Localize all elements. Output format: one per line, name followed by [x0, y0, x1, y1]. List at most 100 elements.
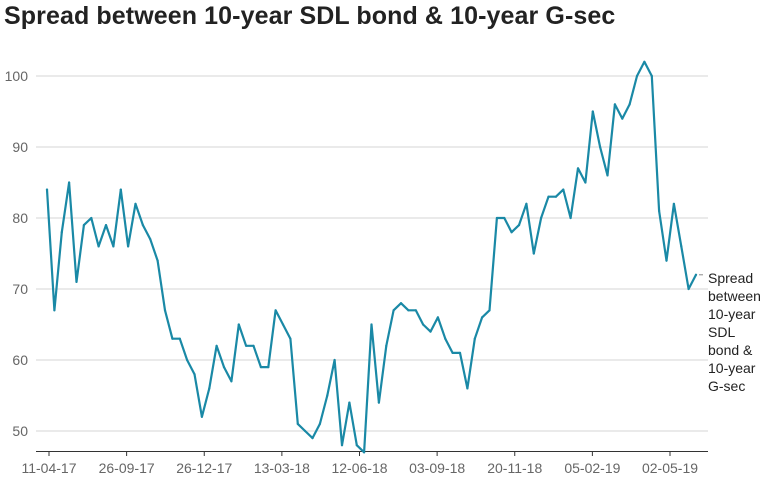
y-axis: 50 60 70 80 90 100 [5, 68, 29, 439]
data-point [318, 422, 321, 425]
x-tick-label: 26-12-17 [176, 460, 232, 476]
y-tick-label-80: 80 [12, 210, 28, 226]
series-label-line: 10-year [708, 306, 756, 322]
data-point [672, 202, 676, 205]
data-point [429, 330, 432, 333]
y-tick-label-70: 70 [12, 281, 28, 297]
data-point [635, 74, 639, 78]
x-tick-label: 05-02-19 [564, 460, 620, 476]
data-point [296, 422, 299, 425]
y-tick-label-90: 90 [12, 139, 28, 155]
data-point [53, 309, 56, 312]
data-point [208, 387, 211, 390]
data-point [348, 401, 351, 404]
data-point [385, 344, 388, 347]
series-label-line: between [708, 288, 761, 304]
data-point [481, 316, 484, 319]
data-point [436, 316, 439, 319]
data-point [178, 337, 181, 340]
data-point [606, 174, 609, 177]
data-point [267, 366, 270, 369]
data-point [392, 309, 395, 312]
data-point [340, 444, 344, 447]
x-tick-label: 02-05-19 [642, 460, 698, 476]
data-point [687, 287, 690, 291]
data-point [141, 224, 144, 227]
data-point [422, 323, 425, 326]
data-point [473, 337, 476, 340]
data-point [621, 117, 624, 120]
data-point [237, 323, 240, 326]
x-axis: 11-04-17 26-09-17 26-12-17 13-03-18 12-06-18… [21, 451, 708, 476]
series-label: Spread between 10-year SDL bond & 10-year G-se… [708, 270, 761, 394]
data-point [363, 451, 366, 454]
data-point [562, 188, 565, 191]
y-tick-label-60: 60 [12, 352, 28, 368]
series-label-line: Spread [708, 270, 753, 286]
data-point [399, 302, 403, 305]
series-label-line: 10-year [708, 360, 756, 376]
data-point [650, 74, 653, 78]
series-label-line: SDL [708, 324, 735, 340]
data-point [193, 373, 196, 376]
data-point [576, 167, 580, 170]
data-point [75, 280, 78, 283]
data-point [599, 145, 602, 149]
x-tick-label: 12-06-18 [331, 460, 387, 476]
data-point [134, 202, 137, 205]
data-point [665, 259, 668, 262]
data-point [326, 394, 329, 397]
data-point [540, 216, 543, 220]
data-point [591, 110, 594, 113]
data-point [628, 103, 631, 106]
data-point [495, 216, 498, 220]
y-tick-label-50: 50 [12, 423, 28, 439]
data-point [45, 188, 49, 191]
data-point [407, 309, 410, 312]
data-point [451, 351, 454, 354]
x-tick-label: 11-04-17 [21, 460, 76, 476]
data-point [304, 429, 307, 433]
data-point [613, 103, 617, 106]
data-point [82, 224, 85, 227]
data-point [97, 245, 100, 248]
data-point [547, 195, 550, 198]
data-point [127, 245, 130, 248]
gridlines [36, 75, 708, 432]
data-point [104, 224, 108, 227]
x-tick-label: 20-11-18 [487, 460, 542, 476]
data-point [517, 224, 521, 227]
data-point [163, 309, 167, 312]
data-point [274, 309, 277, 312]
data-point [252, 344, 255, 347]
data-point [171, 337, 174, 340]
data-point [554, 195, 558, 198]
data-point [414, 309, 417, 312]
data-point [149, 238, 152, 241]
data-point [532, 252, 535, 255]
data-point [245, 344, 248, 347]
series-label-group: Spread between 10-year SDL bond & 10-year G-se… [699, 270, 761, 394]
x-tick-label: 03-09-18 [409, 460, 465, 476]
data-point [510, 231, 513, 234]
data-point [355, 444, 358, 447]
x-tick-label: 26-09-17 [99, 460, 155, 476]
data-point [186, 358, 189, 362]
data-point [90, 216, 93, 220]
data-point [311, 437, 314, 440]
data-point [215, 344, 218, 347]
y-tick-label-100: 100 [5, 68, 29, 84]
data-point [370, 323, 373, 326]
series-label-line: bond & [708, 342, 753, 358]
data-point [119, 188, 122, 191]
data-point [569, 216, 572, 220]
data-point [694, 273, 698, 276]
data-point [643, 60, 646, 63]
data-point [377, 401, 380, 404]
data-point [466, 387, 469, 390]
data-point [112, 245, 115, 248]
data-point [156, 259, 159, 262]
series-label-line: G-sec [708, 378, 745, 394]
data-point [584, 181, 587, 184]
